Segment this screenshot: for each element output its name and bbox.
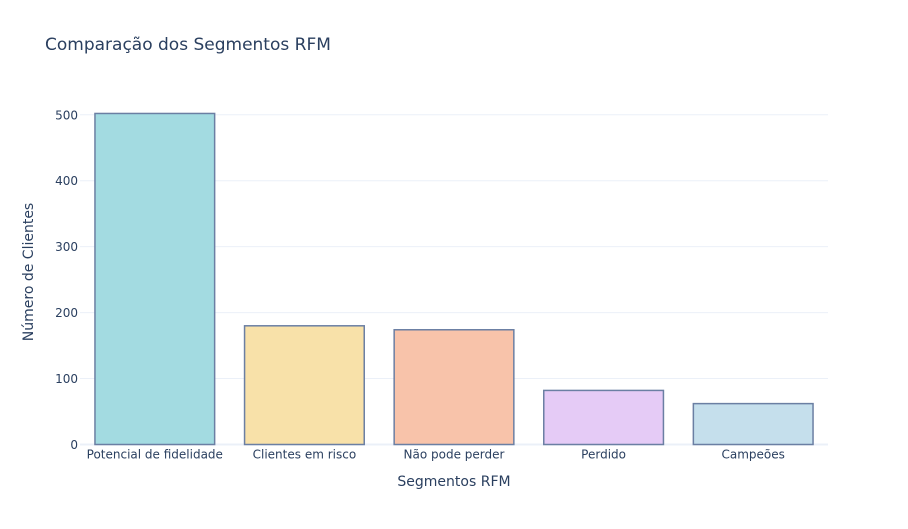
y-tick-label: 100 [55,372,78,386]
y-tick-label: 300 [55,240,78,254]
x-tick-label: Perdido [581,448,626,462]
x-tick-label: Potencial de fidelidade [87,448,223,462]
x-tick-label: Campeões [721,448,784,462]
x-axis-title: Segmentos RFM [397,474,510,490]
bars [94,112,814,446]
y-axis-title: Número de Clientes [21,203,37,341]
bar[interactable] [393,329,515,446]
y-tick-label: 0 [70,438,78,452]
y-tick-label: 400 [55,174,78,188]
bar[interactable] [94,112,216,446]
x-tick-label: Clientes em risco [253,448,357,462]
bar[interactable] [692,402,814,446]
x-axis-ticks: Potencial de fidelidade Clientes em risco… [87,448,785,462]
bar[interactable] [243,325,365,446]
y-tick-label: 200 [55,306,78,320]
y-axis-ticks: 0 100 200 300 400 500 [55,108,78,452]
y-tick-label: 500 [55,108,78,122]
x-tick-label: Não pode perder [404,448,505,462]
bar[interactable] [543,389,665,446]
chart-title: Comparação dos Segmentos RFM [45,35,331,55]
